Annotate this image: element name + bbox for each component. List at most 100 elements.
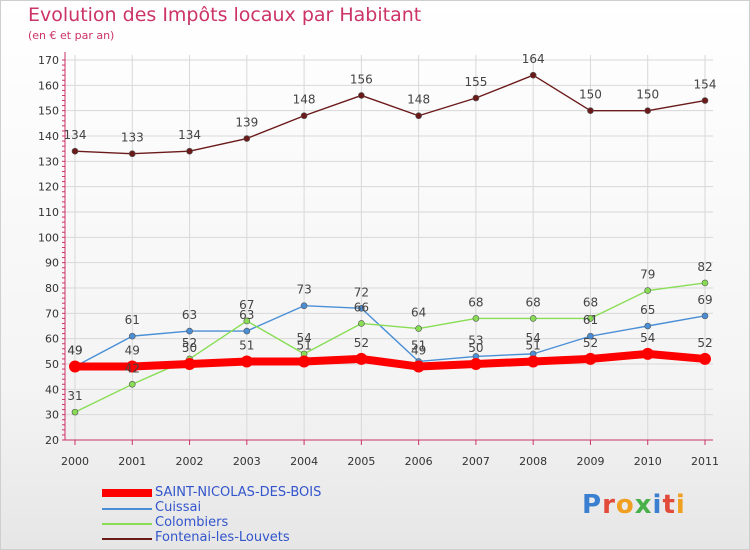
y-tick-label: 160 xyxy=(38,79,59,92)
x-tick-label: 2007 xyxy=(462,455,490,468)
point-fontenai-les-louvets xyxy=(71,147,79,155)
data-label-saint-nicolas-des-bois: 52 xyxy=(697,336,712,350)
series-line-saint-nicolas-des-bois xyxy=(75,349,706,371)
axis-layer: 20 30 40 50 60 70 80 90 100 110 120 130 140 150 160 170… xyxy=(38,52,719,468)
point-saint-nicolas-des-bois xyxy=(183,358,196,370)
data-label-fontenai-les-louvets: 139 xyxy=(235,116,258,130)
point-fontenai-les-louvets xyxy=(128,150,136,158)
data-label-saint-nicolas-des-bois: 51 xyxy=(526,338,541,352)
data-label-colombiers: 54 xyxy=(296,331,311,345)
point-cuissai xyxy=(587,332,594,340)
point-saint-nicolas-des-bois xyxy=(412,360,425,373)
x-tick-label: 2006 xyxy=(405,455,433,468)
data-label-saint-nicolas-des-bois: 51 xyxy=(239,338,254,352)
point-colombiers xyxy=(243,317,251,325)
series-line-cuissai xyxy=(74,305,706,368)
data-label-fontenai-les-louvets: 134 xyxy=(178,128,201,142)
data-label-colombiers: 79 xyxy=(640,268,655,282)
data-label-fontenai-les-louvets: 148 xyxy=(407,93,430,107)
legend-label-colombiers: Colombiers xyxy=(155,515,229,530)
data-label-saint-nicolas-des-bois: 52 xyxy=(354,336,369,350)
data-label-saint-nicolas-des-bois: 54 xyxy=(640,331,655,345)
y-tick-label: 90 xyxy=(45,257,59,270)
proxiti-logo: Proxiti xyxy=(582,490,686,520)
y-tick-label: 50 xyxy=(45,358,59,371)
data-label-cuissai: 49 xyxy=(67,344,82,358)
point-saint-nicolas-des-bois xyxy=(355,352,368,365)
data-label-fontenai-les-louvets: 154 xyxy=(694,78,717,92)
x-tick-label: 2008 xyxy=(519,455,547,468)
legend-label-cuissai: Cuissai xyxy=(155,500,202,515)
chart-subtitle: (en € et par an) xyxy=(28,29,115,42)
y-tick-label: 170 xyxy=(38,54,59,67)
x-tick-label: 2002 xyxy=(176,455,204,468)
legend-swatch-colombiers xyxy=(102,523,152,525)
data-label-saint-nicolas-des-bois: 52 xyxy=(583,336,598,350)
data-label-fontenai-les-louvets: 150 xyxy=(636,88,659,102)
point-colombiers xyxy=(701,279,709,287)
series-line-fontenai-les-louvets xyxy=(74,74,706,155)
x-tick-label: 2011 xyxy=(691,455,719,468)
x-tick-label: 2000 xyxy=(61,455,89,468)
point-cuissai xyxy=(358,304,365,312)
point-saint-nicolas-des-bois xyxy=(126,360,139,373)
y-tick-label: 140 xyxy=(38,130,59,143)
data-label-saint-nicolas-des-bois: 49 xyxy=(411,344,426,358)
data-label-colombiers: 66 xyxy=(354,300,369,314)
y-tick-label: 120 xyxy=(38,181,59,194)
data-label-cuissai: 65 xyxy=(640,303,655,317)
point-saint-nicolas-des-bois xyxy=(527,355,540,368)
x-tick-label: 2001 xyxy=(118,455,146,468)
point-saint-nicolas-des-bois xyxy=(298,355,311,368)
data-label-saint-nicolas-des-bois: 49 xyxy=(125,344,140,358)
point-fontenai-les-louvets xyxy=(415,112,422,120)
point-fontenai-les-louvets xyxy=(186,147,193,155)
data-label-cuissai: 69 xyxy=(697,293,712,307)
legend-swatch-saint-nicolas xyxy=(102,489,152,497)
data-label-colombiers: 64 xyxy=(411,306,426,320)
data-label-cuissai: 72 xyxy=(354,285,369,299)
data-label-colombiers: 31 xyxy=(67,389,82,403)
chart-title: Evolution des Impôts locaux par Habitant xyxy=(28,4,422,26)
point-fontenai-les-louvets xyxy=(529,71,537,79)
data-label-fontenai-les-louvets: 133 xyxy=(121,131,144,145)
point-cuissai xyxy=(644,322,652,330)
data-label-cuissai: 54 xyxy=(526,331,541,345)
point-colombiers xyxy=(644,287,652,294)
point-cuissai xyxy=(701,312,709,320)
point-colombiers xyxy=(128,380,136,388)
point-cuissai xyxy=(300,302,308,310)
point-fontenai-les-louvets xyxy=(243,135,251,142)
point-colombiers xyxy=(587,315,594,322)
point-saint-nicolas-des-bois xyxy=(240,355,253,368)
point-saint-nicolas-des-bois xyxy=(584,352,597,365)
y-tick-label: 70 xyxy=(45,307,59,320)
grid-layer xyxy=(65,55,713,441)
point-colombiers xyxy=(529,315,537,322)
point-fontenai-les-louvets xyxy=(701,97,709,104)
data-label-fontenai-les-louvets: 156 xyxy=(350,72,373,86)
series-layer xyxy=(69,71,711,416)
point-fontenai-les-louvets xyxy=(587,107,594,114)
data-label-cuissai: 61 xyxy=(583,313,598,327)
point-cuissai xyxy=(243,327,251,335)
x-tick-label: 2003 xyxy=(233,455,261,468)
data-label-fontenai-les-louvets: 134 xyxy=(64,128,87,142)
legend-swatch-cuissai xyxy=(102,508,152,510)
point-colombiers xyxy=(71,408,79,416)
point-saint-nicolas-des-bois xyxy=(641,347,654,360)
data-label-colombiers: 42 xyxy=(125,361,140,375)
data-label-saint-nicolas-des-bois: 51 xyxy=(296,338,311,352)
point-colombiers xyxy=(472,315,480,322)
y-tick-label: 100 xyxy=(38,231,59,244)
x-tick-label: 2010 xyxy=(634,455,662,468)
legend-swatch-fontenai xyxy=(102,538,152,540)
line-chart: 20 30 40 50 60 70 80 90 100 110 120 130 140 150 160 170… xyxy=(38,52,719,468)
data-label-fontenai-les-louvets: 155 xyxy=(464,75,487,89)
data-label-cuissai: 53 xyxy=(468,333,483,347)
data-label-saint-nicolas-des-bois: 50 xyxy=(468,341,483,355)
data-label-saint-nicolas-des-bois: 50 xyxy=(182,341,197,355)
x-tick-label: 2009 xyxy=(576,455,604,468)
point-cuissai xyxy=(128,332,136,340)
y-tick-label: 150 xyxy=(38,105,59,118)
